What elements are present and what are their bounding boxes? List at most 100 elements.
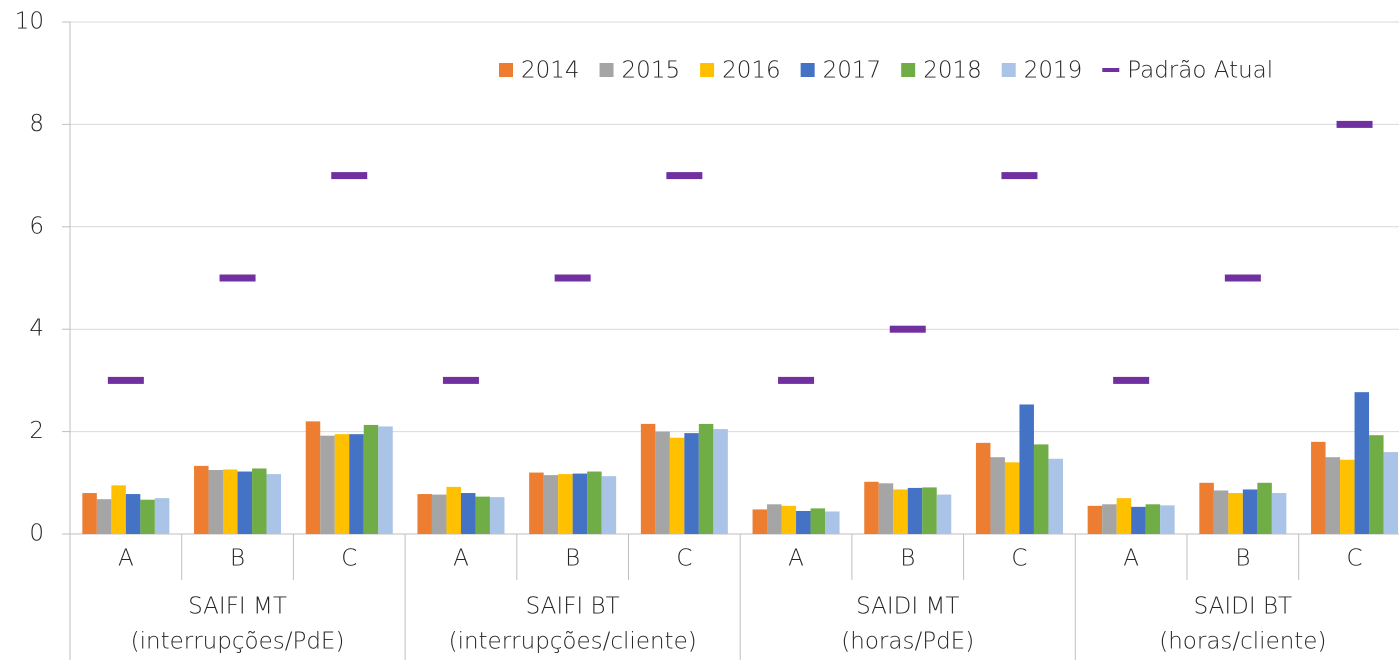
legend-label: 2016 bbox=[722, 58, 781, 84]
bar bbox=[975, 442, 991, 534]
bar bbox=[1242, 489, 1258, 534]
bar bbox=[460, 493, 476, 534]
bar bbox=[320, 435, 335, 534]
group-label: (horas/PdE) bbox=[841, 629, 974, 655]
bar bbox=[252, 468, 267, 534]
bar bbox=[363, 424, 379, 534]
standard-marker bbox=[1224, 274, 1261, 282]
legend-label: 2018 bbox=[923, 58, 982, 84]
bar bbox=[713, 429, 728, 534]
bar bbox=[781, 505, 797, 534]
legend-swatch bbox=[800, 63, 815, 77]
bar bbox=[96, 499, 112, 534]
standard-marker bbox=[331, 172, 368, 180]
standard-marker bbox=[442, 376, 479, 384]
x-tick-label: A bbox=[118, 546, 134, 572]
standard-marker bbox=[1113, 376, 1150, 384]
bar bbox=[82, 493, 97, 534]
y-tick-label: 0 bbox=[29, 521, 44, 547]
bar bbox=[1383, 452, 1399, 534]
bar bbox=[907, 487, 923, 534]
bar bbox=[1271, 493, 1287, 534]
standard-marker bbox=[778, 376, 815, 384]
bar bbox=[922, 487, 937, 534]
bar bbox=[237, 471, 253, 534]
group-label: SAIFI BT bbox=[526, 594, 620, 620]
x-tick-label: B bbox=[230, 546, 245, 572]
legend-swatch bbox=[599, 63, 614, 77]
bar bbox=[1033, 444, 1049, 534]
bar bbox=[655, 431, 670, 534]
legend-label: 2017 bbox=[823, 58, 882, 84]
bar bbox=[334, 434, 350, 534]
bar bbox=[752, 509, 768, 534]
group-label: (interrupções/PdE) bbox=[131, 629, 345, 655]
x-tick-label: A bbox=[453, 546, 469, 572]
legend-swatch bbox=[499, 63, 513, 77]
legend-label: 2019 bbox=[1024, 58, 1083, 84]
bar bbox=[1131, 506, 1146, 534]
x-tick-label: B bbox=[1235, 546, 1250, 572]
bar bbox=[1019, 404, 1034, 534]
bar bbox=[378, 426, 393, 534]
bar bbox=[601, 476, 617, 534]
bar bbox=[572, 473, 588, 534]
bar bbox=[864, 481, 879, 534]
bar bbox=[1145, 504, 1161, 534]
y-tick-label: 10 bbox=[15, 9, 44, 35]
bar bbox=[878, 483, 894, 534]
legend-swatch bbox=[1102, 68, 1120, 72]
bar bbox=[767, 504, 782, 534]
standard-marker bbox=[666, 172, 703, 180]
y-tick-label: 2 bbox=[29, 418, 44, 444]
group-label: (interrupções/cliente) bbox=[449, 629, 697, 655]
legend-label: Padrão Atual bbox=[1127, 58, 1273, 84]
standard-marker bbox=[107, 376, 144, 384]
bar bbox=[1228, 493, 1243, 534]
bar bbox=[640, 423, 656, 534]
standard-marker bbox=[1001, 172, 1038, 180]
bar bbox=[1340, 459, 1355, 534]
bar bbox=[1199, 482, 1214, 534]
bar bbox=[266, 474, 282, 534]
standard-marker bbox=[554, 274, 591, 282]
bar bbox=[223, 469, 238, 534]
y-tick-label: 6 bbox=[29, 213, 44, 239]
bar bbox=[154, 498, 170, 534]
x-tick-label: A bbox=[1123, 546, 1139, 572]
legend-label: 2015 bbox=[622, 58, 681, 84]
bar bbox=[1369, 435, 1384, 534]
bar bbox=[446, 486, 461, 534]
bar bbox=[417, 494, 432, 534]
bar bbox=[349, 434, 364, 534]
group-label: SAIDI MT bbox=[856, 594, 959, 620]
legend-swatch bbox=[901, 63, 916, 77]
bar bbox=[125, 494, 141, 534]
group-label: SAIDI BT bbox=[1194, 594, 1292, 620]
bar bbox=[194, 465, 209, 534]
legend-swatch bbox=[1001, 63, 1016, 77]
bar bbox=[587, 471, 602, 534]
bar bbox=[489, 497, 505, 534]
x-tick-label: C bbox=[676, 546, 692, 572]
x-tick-label: B bbox=[565, 546, 580, 572]
bar bbox=[796, 510, 811, 534]
bar bbox=[140, 499, 155, 534]
group-label: (horas/cliente) bbox=[1159, 629, 1326, 655]
bar bbox=[810, 508, 826, 534]
bar bbox=[1311, 441, 1326, 534]
y-tick-label: 4 bbox=[29, 316, 44, 342]
bar bbox=[1102, 504, 1117, 534]
bar bbox=[305, 421, 321, 534]
bar bbox=[990, 457, 1005, 534]
bar bbox=[558, 474, 573, 534]
bar bbox=[1325, 457, 1341, 534]
bar bbox=[475, 496, 490, 534]
standard-marker bbox=[1336, 120, 1373, 128]
bar bbox=[1116, 498, 1132, 534]
bar bbox=[529, 472, 544, 534]
bar bbox=[1004, 462, 1020, 534]
x-tick-label: C bbox=[1347, 546, 1363, 572]
bar bbox=[543, 475, 559, 534]
